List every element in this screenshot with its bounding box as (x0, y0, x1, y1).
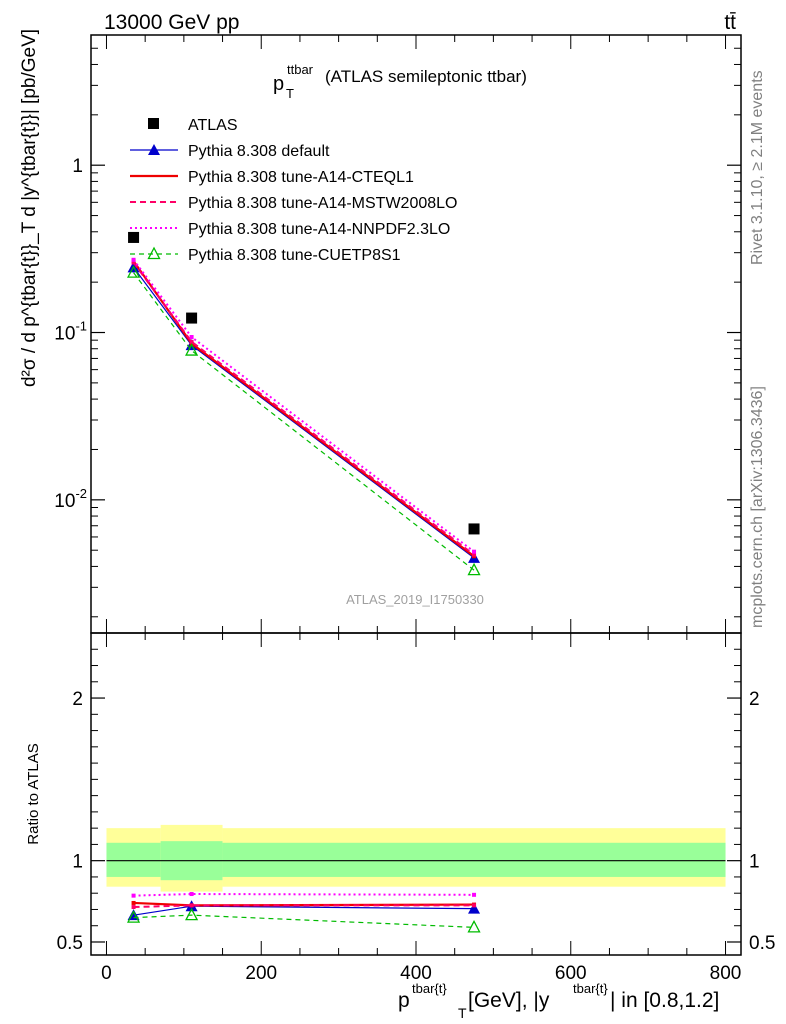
legend-entry-4: Pythia 8.308 tune-A14-NNPDF2.3LO (130, 221, 450, 238)
ratio-axis-ticks: 0.5 0.5 1 1 2 2 0 200 400 600 800 (57, 633, 775, 984)
ratio-line-4 (133, 914, 475, 928)
data-point-4-1 (189, 335, 194, 340)
legend-entry-5: Pythia 8.308 tune-CUETP8S1 (130, 246, 401, 264)
y-tick-label-exponent: -2 (75, 486, 87, 501)
y-tick-label: 10-1 (54, 319, 87, 345)
data-point-0-1 (186, 312, 198, 324)
legend-label: Pythia 8.308 default (188, 143, 330, 160)
data-point-4-0 (131, 257, 136, 262)
ratio-point-4-0 (126, 910, 141, 923)
legend-label: Pythia 8.308 tune-CUETP8S1 (188, 247, 401, 264)
legend-entry-3: Pythia 8.308 tune-A14-MSTW2008LO (130, 195, 457, 212)
data-point-3-1 (189, 339, 194, 344)
series-line-5 (133, 272, 475, 571)
uncertainty-band-inner (222, 842, 726, 877)
y-tick-label: 1 (72, 156, 83, 177)
ratio-point-2-1 (189, 903, 194, 908)
ratio-y-tick-label-right: 0.5 (749, 933, 775, 954)
x-axis-label-symbol: p (398, 989, 410, 1012)
x-axis-label: p tbar{t} T [GeV], |y tbar{t} | in [0.8,… (398, 975, 719, 1023)
x-axis-label-rest2: | in [0.8,1.2] (610, 989, 719, 1012)
energy-label: 13000 GeV pp (104, 11, 239, 34)
x-tick-label: 0 (101, 963, 112, 984)
x-tick-label: 600 (555, 963, 587, 984)
ratio-y-tick-label-left: 1 (72, 852, 83, 873)
ratio-panel: 0.5 0.5 1 1 2 2 0 200 400 600 800 Ratio to ATLAS p… (25, 632, 775, 1023)
legend-marker (148, 118, 159, 129)
series-line-1 (133, 267, 475, 559)
y-tick-label-base: 10 (54, 491, 75, 512)
ratio-plot-area (106, 824, 726, 933)
rivet-label: Rivet 3.1.10, ≥ 2.1M events (749, 70, 766, 265)
main-title-rest: (ATLAS semileptonic ttbar) (325, 67, 527, 86)
ratio-line-3 (133, 893, 475, 897)
ratio-point-1-0 (131, 900, 136, 905)
process-label: tt̄ (724, 11, 736, 34)
legend-entry-0: ATLAS (148, 117, 238, 134)
main-plot-area (126, 231, 481, 576)
legend-entry-1: Pythia 8.308 default (130, 143, 330, 160)
x-axis-label-rest1: [GeV], |y (468, 989, 550, 1012)
x-tick-label: 800 (710, 963, 742, 984)
y-tick-label: 10-2 (54, 486, 87, 512)
ratio-line-0 (133, 905, 475, 916)
ratio-point-4-2 (467, 919, 481, 933)
ratio-point-4-1 (185, 907, 199, 921)
main-axis-ticks: 110-110-2 (54, 34, 741, 633)
legend-label: Pythia 8.308 tune-A14-MSTW2008LO (188, 195, 457, 212)
x-tick-label: 400 (400, 963, 432, 984)
ratio-ylabel: Ratio to ATLAS (25, 743, 42, 844)
ratio-y-tick-label-right: 1 (749, 852, 760, 873)
series-line-4 (132, 259, 475, 553)
legend-label: ATLAS (188, 117, 238, 134)
legend-marker (148, 144, 160, 155)
legend: ATLAS Pythia 8.308 default Pythia 8.308 tu… (130, 117, 457, 264)
data-point-5-2 (467, 562, 481, 576)
data-point-3-0 (131, 260, 136, 265)
ratio-point-2-0 (131, 905, 136, 910)
main-title: p ttbar T (ATLAS semileptonic ttbar) (273, 59, 527, 102)
y-tick-label-exponent: -1 (75, 319, 87, 334)
mcplots-label: mcplots.cern.ch [arXiv:1306.3436] (749, 386, 766, 628)
data-point-3-2 (472, 552, 477, 557)
x-axis-label-sub: T (458, 1005, 467, 1021)
ratio-y-tick-label-right: 2 (749, 689, 760, 710)
main-title-sup: ttbar (287, 62, 314, 77)
x-axis-label-sup2: tbar{t} (573, 981, 608, 996)
uncertainty-band-inner (106, 842, 161, 877)
ratio-point-0-2 (468, 902, 481, 914)
ratio-point-3-1 (189, 892, 194, 897)
legend-marker (147, 246, 161, 260)
ratio-y-tick-label-left: 0.5 (57, 933, 83, 954)
ratio-point-3-2 (472, 892, 477, 897)
ratio-point-3-0 (131, 893, 136, 898)
main-panel: 110-110-2 p ttbar T (ATLAS semileptonic … (19, 29, 742, 634)
main-title-sub: T (286, 86, 294, 101)
data-point-5-1 (185, 343, 199, 356)
data-point-0-2 (468, 523, 480, 535)
ratio-y-tick-label-left: 2 (72, 689, 83, 710)
data-point-5-0 (126, 265, 141, 278)
legend-label: Pythia 8.308 tune-A14-CTEQL1 (188, 169, 414, 186)
data-point-4-2 (472, 549, 477, 554)
x-tick-label: 200 (245, 963, 277, 984)
main-title-symbol: p (273, 73, 284, 95)
legend-label: Pythia 8.308 tune-A14-NNPDF2.3LO (188, 221, 450, 238)
y-tick-label-base: 10 (54, 324, 75, 345)
main-ylabel: d²σ / d p^{tbar{t}}_T d |y^{tbar{t}}| [p… (19, 29, 40, 387)
data-point-0-0 (128, 231, 140, 243)
watermark: ATLAS_2019_I1750330 (346, 592, 484, 607)
legend-entry-2: Pythia 8.308 tune-A14-CTEQL1 (130, 169, 414, 186)
series-line-3 (132, 261, 475, 556)
ratio-point-2-2 (472, 903, 477, 908)
x-axis-label-sup1: tbar{t} (412, 981, 447, 996)
